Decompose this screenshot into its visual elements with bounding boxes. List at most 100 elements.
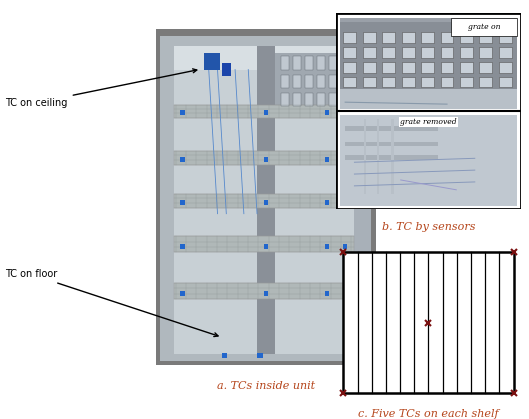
Bar: [293, 56, 301, 70]
Bar: [343, 32, 357, 43]
Bar: [325, 200, 330, 205]
Bar: [330, 56, 337, 70]
Bar: [180, 291, 185, 296]
Bar: [222, 353, 227, 358]
Bar: [363, 62, 376, 72]
Bar: [441, 32, 453, 43]
Bar: [421, 77, 434, 88]
Bar: [499, 47, 512, 58]
Bar: [174, 283, 354, 299]
Bar: [460, 62, 473, 72]
Bar: [180, 200, 185, 205]
Bar: [281, 56, 289, 70]
Bar: [305, 75, 313, 88]
Bar: [363, 77, 376, 88]
Bar: [204, 53, 220, 70]
Bar: [340, 18, 517, 109]
Bar: [174, 246, 354, 251]
Bar: [421, 47, 434, 58]
Bar: [343, 77, 357, 88]
Bar: [451, 18, 517, 36]
Bar: [305, 56, 313, 70]
Bar: [377, 119, 379, 194]
Bar: [305, 93, 313, 106]
Bar: [293, 75, 301, 88]
Bar: [275, 53, 353, 113]
Bar: [342, 56, 349, 70]
Text: grate removed: grate removed: [400, 118, 457, 126]
Bar: [263, 110, 268, 115]
Bar: [180, 110, 185, 115]
Bar: [174, 46, 358, 354]
Bar: [263, 157, 268, 162]
Bar: [340, 89, 517, 109]
Bar: [180, 157, 185, 162]
Text: TC on ceiling: TC on ceiling: [5, 69, 197, 108]
Bar: [382, 47, 395, 58]
Bar: [343, 252, 514, 393]
Bar: [340, 115, 517, 206]
Bar: [263, 200, 268, 205]
Bar: [499, 32, 512, 43]
Bar: [441, 77, 453, 88]
Text: a. TCs inside unit: a. TCs inside unit: [217, 381, 315, 391]
Bar: [174, 293, 354, 297]
Bar: [479, 62, 492, 72]
Bar: [174, 194, 354, 208]
Bar: [343, 200, 347, 205]
Bar: [330, 75, 337, 88]
Bar: [325, 157, 330, 162]
Bar: [263, 244, 268, 249]
Bar: [391, 119, 394, 194]
Bar: [293, 93, 301, 106]
Bar: [174, 46, 358, 70]
Bar: [343, 62, 357, 72]
Bar: [353, 46, 371, 354]
Bar: [263, 291, 268, 296]
Bar: [382, 62, 395, 72]
Text: TC on floor: TC on floor: [5, 269, 218, 336]
Bar: [343, 244, 347, 249]
Bar: [342, 75, 349, 88]
Bar: [257, 46, 275, 354]
Bar: [499, 62, 512, 72]
Bar: [180, 244, 185, 249]
Bar: [222, 63, 231, 76]
Bar: [325, 110, 330, 115]
Bar: [342, 93, 349, 106]
Bar: [402, 47, 415, 58]
Bar: [363, 32, 376, 43]
Bar: [364, 119, 366, 194]
Bar: [281, 93, 289, 106]
Bar: [479, 32, 492, 43]
Bar: [421, 32, 434, 43]
Bar: [441, 47, 453, 58]
Bar: [257, 353, 262, 358]
Bar: [174, 203, 354, 207]
Bar: [345, 142, 437, 147]
Bar: [345, 155, 437, 160]
Bar: [343, 291, 347, 296]
Bar: [382, 77, 395, 88]
Bar: [174, 113, 354, 116]
Text: c. Five TCs on each shelf
(four at corners, one at center): c. Five TCs on each shelf (four at corne…: [341, 409, 516, 419]
Bar: [402, 32, 415, 43]
Bar: [340, 23, 517, 91]
Bar: [345, 126, 437, 131]
Bar: [281, 75, 289, 88]
Text: grate on: grate on: [468, 23, 500, 31]
Bar: [174, 151, 354, 165]
Bar: [479, 47, 492, 58]
Bar: [460, 32, 473, 43]
Bar: [317, 75, 325, 88]
Bar: [343, 47, 357, 58]
Bar: [479, 77, 492, 88]
Bar: [317, 93, 325, 106]
Bar: [460, 47, 473, 58]
Bar: [499, 77, 512, 88]
Bar: [325, 291, 330, 296]
Bar: [460, 77, 473, 88]
Text: b. TC by sensors: b. TC by sensors: [382, 222, 475, 232]
Bar: [343, 110, 347, 115]
Bar: [325, 244, 330, 249]
